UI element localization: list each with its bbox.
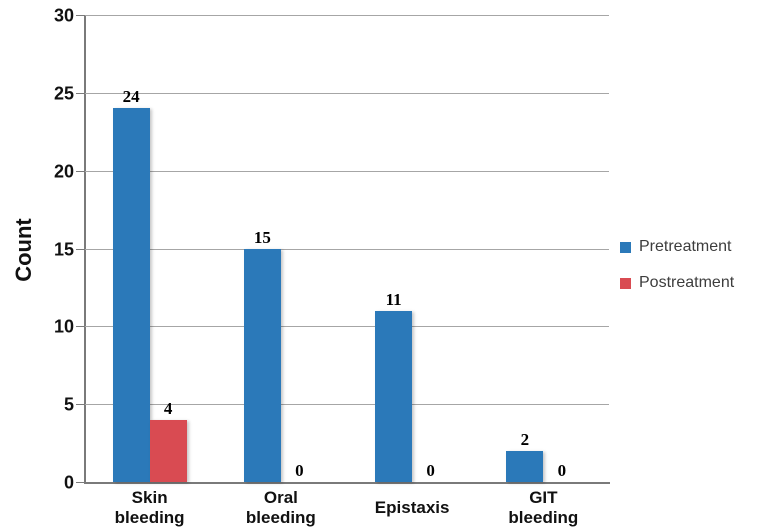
bar-value-label: 2	[520, 429, 530, 449]
bar-value-label: 11	[385, 289, 402, 309]
x-axis-category-label: Skin bleeding	[84, 486, 215, 530]
y-tick-label: 30	[53, 5, 74, 26]
bar-value-label: 0	[557, 461, 567, 480]
bar-postreatment-skin-bleeding	[149, 419, 187, 482]
y-tick-label: 5	[63, 394, 74, 415]
gridline	[84, 404, 609, 406]
bar-value-label: 15	[253, 227, 271, 247]
legend: Pretreatment Postreatment	[620, 239, 734, 291]
y-tick-label: 15	[53, 239, 74, 259]
y-tick-mark	[76, 248, 85, 250]
x-axis-category-line: Oral	[263, 487, 298, 507]
legend-swatch-pretreatment	[620, 241, 631, 253]
gridline	[84, 248, 609, 250]
gridline	[84, 326, 609, 328]
legend-item-postreatment: Postreatment	[620, 275, 734, 291]
bar-value-label: 4	[163, 398, 173, 418]
gridline	[84, 170, 609, 172]
x-axis-category-label: GIT bleeding	[478, 486, 609, 530]
y-tick-label: 0	[63, 472, 74, 493]
y-tick-mark	[76, 15, 85, 16]
y-tick-mark	[76, 92, 85, 94]
gridline	[84, 15, 609, 16]
y-tick-mark	[76, 170, 85, 172]
bar-value-label: 24	[122, 87, 140, 107]
x-axis-category-label: Oral bleeding	[215, 486, 346, 530]
x-axis-category-label: Epistaxis	[347, 486, 478, 530]
y-tick-mark	[76, 482, 85, 483]
bar-pretreatment-git-bleeding	[506, 450, 544, 482]
x-axis-category-line: bleeding	[245, 508, 316, 527]
x-axis-category-line: bleeding	[114, 508, 185, 527]
y-tick-mark	[76, 326, 85, 328]
y-tick-mark	[76, 404, 85, 406]
gridline	[84, 92, 609, 94]
x-axis-category-line: Epistaxis	[374, 497, 450, 517]
x-axis-category-line: Skin	[131, 487, 168, 507]
bar-pretreatment-epistaxis	[375, 310, 413, 482]
legend-item-pretreatment: Pretreatment	[620, 239, 734, 255]
bar-pretreatment-oral-bleeding	[243, 248, 281, 482]
legend-label: Postreatment	[639, 274, 735, 291]
bar-pretreatment-skin-bleeding	[112, 108, 150, 482]
y-tick-label: 25	[53, 83, 74, 104]
x-axis-category-line: GIT	[529, 487, 558, 507]
legend-swatch-postreatment	[620, 277, 631, 289]
x-axis-category-line: bleeding	[508, 508, 579, 527]
bar-value-label: 0	[295, 461, 304, 480]
y-tick-label: 20	[53, 161, 74, 182]
y-tick-label: 10	[53, 316, 74, 337]
legend-label: Pretreatment	[639, 238, 732, 255]
x-axis-line	[84, 482, 610, 484]
bar-value-label: 0	[426, 461, 435, 480]
